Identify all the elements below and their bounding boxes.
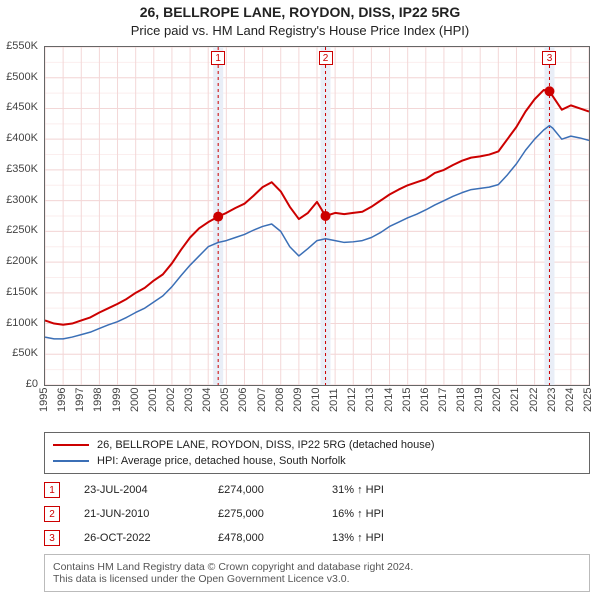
sale-row: 2 21-JUN-2010 £275,000 16% ↑ HPI — [44, 502, 590, 526]
sale-row: 3 26-OCT-2022 £478,000 13% ↑ HPI — [44, 526, 590, 550]
titles: 26, BELLROPE LANE, ROYDON, DISS, IP22 5R… — [0, 0, 600, 38]
legend: 26, BELLROPE LANE, ROYDON, DISS, IP22 5R… — [44, 432, 590, 474]
y-tick-label: £200K — [6, 255, 38, 267]
sale-marker-number: 3 — [44, 530, 60, 546]
x-tick-label: 2004 — [201, 388, 213, 412]
sales-table: 1 23-JUL-2004 £274,000 31% ↑ HPI 2 21-JUN-201… — [44, 478, 590, 550]
y-tick-label: £250K — [6, 224, 38, 236]
x-tick-label: 2024 — [564, 388, 576, 412]
x-tick-label: 1996 — [56, 388, 68, 412]
y-tick-label: £0 — [26, 378, 38, 390]
y-tick-label: £300K — [6, 194, 38, 206]
x-tick-label: 2011 — [328, 388, 340, 412]
sale-date: 26-OCT-2022 — [84, 532, 194, 544]
y-tick-label: £50K — [12, 347, 38, 359]
sale-price: £274,000 — [218, 484, 308, 496]
y-tick-label: £100K — [6, 317, 38, 329]
legend-item: 26, BELLROPE LANE, ROYDON, DISS, IP22 5R… — [53, 437, 581, 453]
x-tick-label: 2015 — [401, 388, 413, 412]
y-tick-label: £400K — [6, 132, 38, 144]
x-tick-label: 2006 — [237, 388, 249, 412]
sale-row: 1 23-JUL-2004 £274,000 31% ↑ HPI — [44, 478, 590, 502]
sale-date: 21-JUN-2010 — [84, 508, 194, 520]
chart-container: 26, BELLROPE LANE, ROYDON, DISS, IP22 5R… — [0, 0, 600, 592]
x-tick-label: 1999 — [111, 388, 123, 412]
chart-marker-label: 2 — [319, 51, 333, 65]
plot-region: 1 2 3 — [44, 46, 590, 386]
sale-marker-number: 2 — [44, 506, 60, 522]
footer-line: This data is licensed under the Open Gov… — [53, 573, 581, 585]
legend-item: HPI: Average price, detached house, Sout… — [53, 453, 581, 469]
chart-marker-label: 3 — [542, 51, 556, 65]
x-tick-label: 2013 — [364, 388, 376, 412]
x-axis-labels: 1995199619971998199920002001200220032004… — [44, 386, 590, 426]
x-tick-label: 2014 — [383, 388, 395, 412]
y-tick-label: £350K — [6, 163, 38, 175]
x-tick-label: 2021 — [509, 388, 521, 412]
x-tick-label: 2025 — [582, 388, 594, 412]
legend-swatch — [53, 460, 89, 462]
sale-marker-number: 1 — [44, 482, 60, 498]
chart-marker-label: 1 — [211, 51, 225, 65]
sale-pct-vs-hpi: 31% ↑ HPI — [332, 484, 452, 496]
x-tick-label: 1995 — [38, 388, 50, 412]
x-tick-label: 2001 — [147, 388, 159, 412]
y-tick-label: £450K — [6, 101, 38, 113]
x-tick-label: 2010 — [310, 388, 322, 412]
y-axis-labels: £0£50K£100K£150K£200K£250K£300K£350K£400… — [0, 46, 40, 386]
legend-label: HPI: Average price, detached house, Sout… — [97, 455, 346, 467]
sale-pct-vs-hpi: 13% ↑ HPI — [332, 532, 452, 544]
x-tick-label: 2019 — [473, 388, 485, 412]
y-tick-label: £150K — [6, 286, 38, 298]
y-tick-label: £500K — [6, 71, 38, 83]
x-tick-label: 2003 — [183, 388, 195, 412]
x-tick-label: 2002 — [165, 388, 177, 412]
legend-label: 26, BELLROPE LANE, ROYDON, DISS, IP22 5R… — [97, 439, 435, 451]
x-tick-label: 2018 — [455, 388, 467, 412]
sale-date: 23-JUL-2004 — [84, 484, 194, 496]
x-tick-label: 2023 — [546, 388, 558, 412]
plot-area: £0 £50K £100K £150K £200K £250K £300K £350K £400… — [0, 46, 600, 426]
attribution-footer: Contains HM Land Registry data © Crown c… — [44, 554, 590, 592]
sale-price: £478,000 — [218, 532, 308, 544]
chart-subtitle: Price paid vs. HM Land Registry's House … — [0, 23, 600, 38]
x-tick-label: 2005 — [219, 388, 231, 412]
x-tick-label: 2022 — [528, 388, 540, 412]
x-tick-label: 2016 — [419, 388, 431, 412]
y-tick-label: £550K — [6, 40, 38, 52]
x-tick-label: 2012 — [346, 388, 358, 412]
legend-swatch — [53, 444, 89, 446]
x-tick-label: 2007 — [256, 388, 268, 412]
x-tick-label: 2020 — [491, 388, 503, 412]
x-tick-label: 2017 — [437, 388, 449, 412]
chart-title: 26, BELLROPE LANE, ROYDON, DISS, IP22 5R… — [0, 4, 600, 20]
sale-pct-vs-hpi: 16% ↑ HPI — [332, 508, 452, 520]
x-tick-label: 1998 — [92, 388, 104, 412]
x-tick-label: 2000 — [129, 388, 141, 412]
footer-line: Contains HM Land Registry data © Crown c… — [53, 561, 581, 573]
x-tick-label: 1997 — [74, 388, 86, 412]
x-tick-label: 2009 — [292, 388, 304, 412]
sale-price: £275,000 — [218, 508, 308, 520]
x-tick-label: 2008 — [274, 388, 286, 412]
